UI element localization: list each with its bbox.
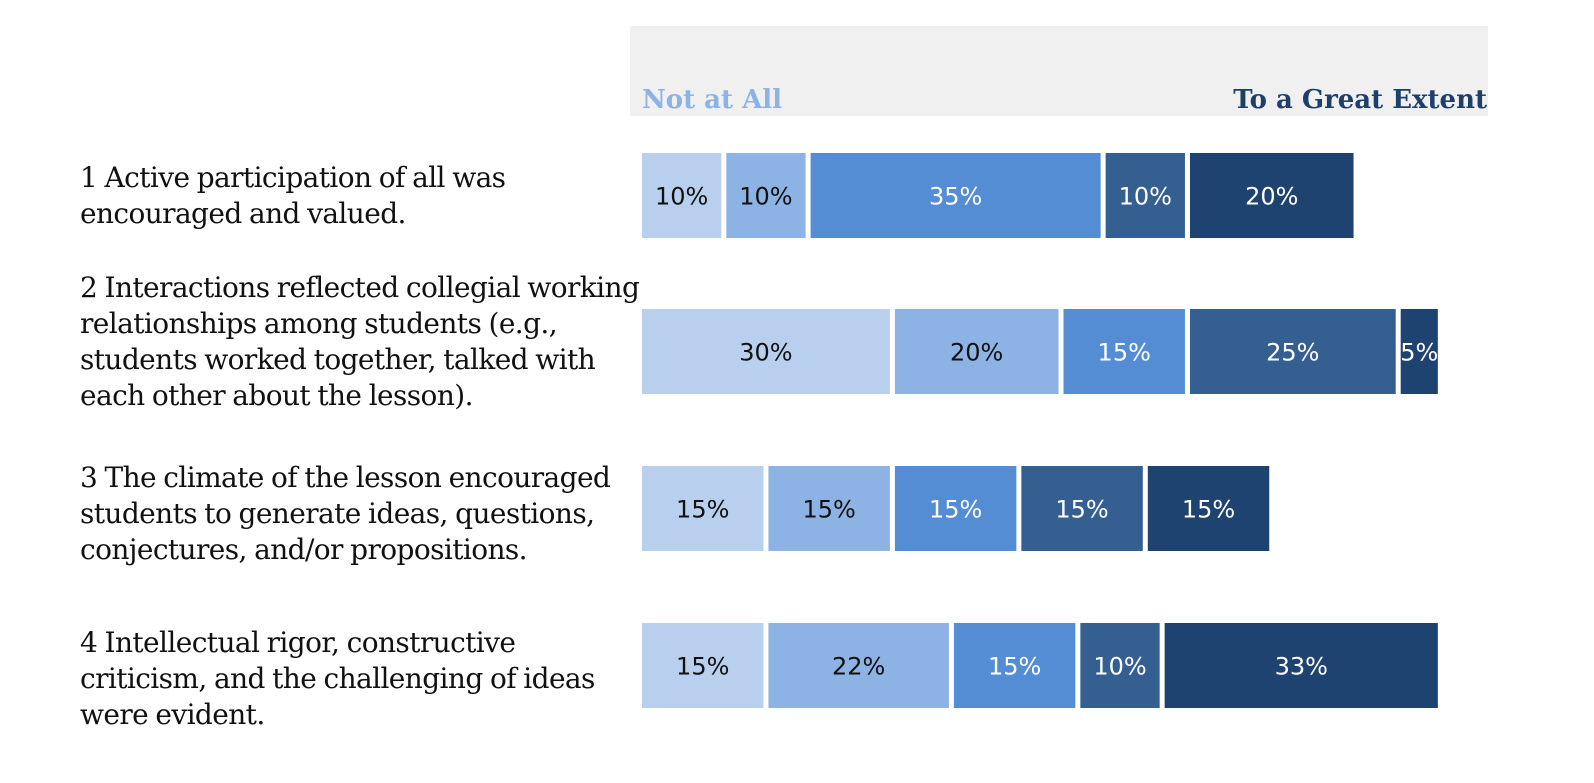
bar-segment-q2-level1: [642, 309, 890, 394]
bar-label-q4-level2: 22%: [832, 653, 885, 681]
bar-label-q3-level2: 15%: [803, 496, 856, 524]
bar-segment-q2-level5: [1400, 309, 1438, 394]
bar-segment-q1-level5: [1189, 153, 1354, 238]
bar-label-q4-level4: 10%: [1093, 653, 1146, 681]
bar-segment-q2-level3: [1063, 309, 1185, 394]
scale-high-label: To a Great Extent: [1233, 85, 1487, 115]
bar-label-q4-level1: 15%: [676, 653, 729, 681]
bar-segment-q3-level3: [894, 466, 1017, 551]
bar-label-q1-level1: 10%: [655, 183, 708, 211]
bar-segment-q2-level4: [1189, 309, 1396, 394]
bar-segment-q1-level3: [810, 153, 1101, 238]
bar-segment-q4-level4: [1080, 623, 1160, 708]
bar-label-q1-level2: 10%: [739, 183, 792, 211]
bar-label-q2-level1: 30%: [739, 339, 792, 367]
bar-label-q3-level4: 15%: [1055, 496, 1108, 524]
bar-segment-q4-level1: [642, 623, 764, 708]
bar-segment-q3-level1: [642, 466, 764, 551]
bar-segment-q3-level2: [768, 466, 890, 551]
scale-low-label: Not at All: [642, 85, 783, 115]
bar-segment-q1-level4: [1105, 153, 1185, 238]
bar-label-q2-level2: 20%: [950, 339, 1003, 367]
bar-segment-q2-level2: [894, 309, 1059, 394]
bar-label-q1-level4: 10%: [1119, 183, 1172, 211]
bar-label-q4-level3: 15%: [988, 653, 1041, 681]
bar-segment-q1-level1: [642, 153, 722, 238]
bar-label-q2-level4: 25%: [1266, 339, 1319, 367]
bar-label-q3-level1: 15%: [676, 496, 729, 524]
bar-label-q3-level3: 15%: [929, 496, 982, 524]
question-4-label: 4 Intellectual rigor, constructive criti…: [80, 626, 595, 731]
bar-label-q1-level5: 20%: [1245, 183, 1298, 211]
bar-label-q2-level3: 15%: [1098, 339, 1151, 367]
bar-label-q2-level5: 5%: [1400, 339, 1438, 367]
bar-label-q3-level5: 15%: [1182, 496, 1235, 524]
scale-header: Not at All To a Great Extent: [630, 26, 1488, 116]
bar-segment-q3-level5: [1147, 466, 1270, 551]
bar-segment-q4-level5: [1164, 623, 1438, 708]
question-2-label: 2 Interactions reflected collegial worki…: [80, 271, 640, 412]
question-3-label: 3 The climate of the lesson encouraged s…: [80, 461, 611, 566]
bar-segment-q3-level4: [1021, 466, 1143, 551]
bar-label-q4-level5: 33%: [1275, 653, 1328, 681]
bar-label-q1-level3: 35%: [929, 183, 982, 211]
bar-segment-q4-level2: [768, 623, 949, 708]
question-1-label: 1 Active participation of all was encour…: [80, 161, 506, 230]
bar-segment-q1-level2: [726, 153, 806, 238]
bar-segment-q4-level3: [953, 623, 1076, 708]
